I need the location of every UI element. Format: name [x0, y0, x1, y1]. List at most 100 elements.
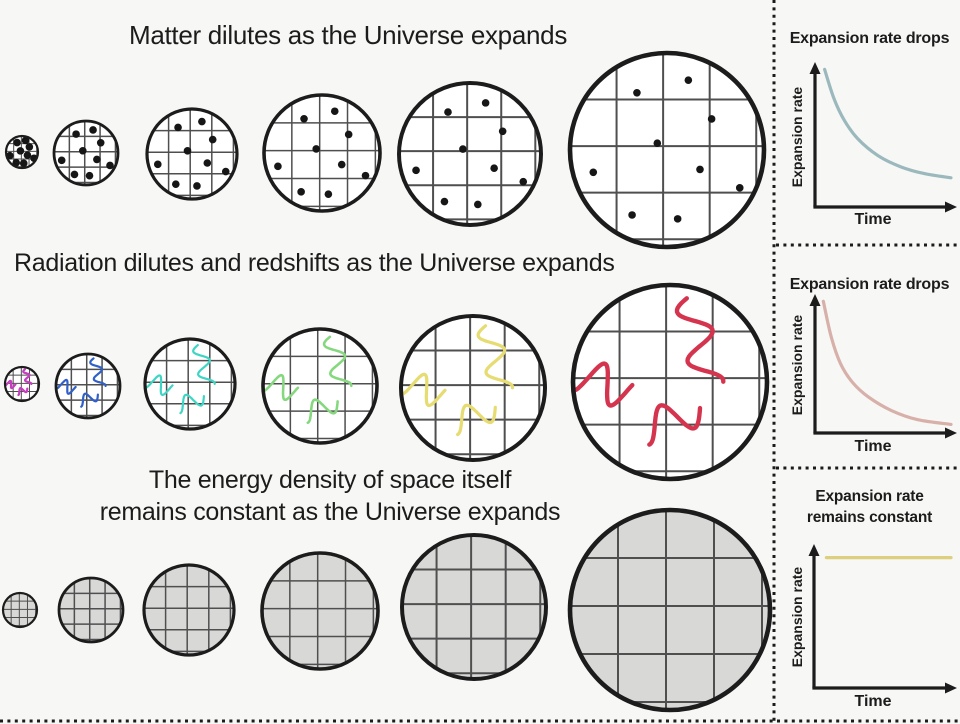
- universe-interior: [573, 285, 767, 479]
- row-title-dark-energy: The energy density of space itself remai…: [20, 464, 640, 528]
- matter-particle: [203, 159, 212, 167]
- matter-particle: [696, 165, 704, 174]
- radiation-universe-3: [143, 337, 237, 431]
- universe-border: [567, 50, 767, 250]
- panel1-title: Expansion rate drops: [789, 30, 950, 47]
- matter-particle: [312, 145, 321, 153]
- universe-interior: [570, 510, 770, 710]
- panel1-y-axis-label: Expansion rate: [789, 86, 805, 188]
- dark-energy-universe-6: [567, 507, 773, 713]
- matter-particle: [172, 180, 180, 188]
- matter-particle: [481, 99, 490, 107]
- matter-universe-3: [145, 107, 239, 201]
- matter-particle: [57, 156, 66, 165]
- matter-particle: [106, 161, 114, 170]
- matter-particle: [12, 158, 21, 167]
- matter-particle: [183, 147, 192, 155]
- row-title-dark-energy-line2: remains constant as the Universe expands: [99, 498, 561, 526]
- matter-particle: [79, 146, 87, 155]
- matter-universe-6: [567, 50, 767, 250]
- matter-particle: [89, 126, 97, 134]
- universe-border: [57, 576, 125, 644]
- matter-particle: [459, 145, 467, 153]
- radiation-wave: [476, 324, 515, 390]
- matter-particle: [193, 182, 201, 190]
- universe-border: [54, 352, 122, 420]
- y-axis-arrowhead: [808, 544, 820, 556]
- matter-particle: [337, 160, 346, 169]
- universe-border: [262, 93, 382, 213]
- universe-border: [145, 107, 239, 201]
- universe-border: [143, 337, 237, 431]
- matter-particle: [628, 211, 636, 219]
- universe-interior: [264, 95, 380, 211]
- matter-particle: [93, 155, 101, 164]
- universe-border: [400, 533, 548, 681]
- panel2-y-axis-label: Expansion rate: [789, 314, 805, 416]
- row-title-dark-energy-line1: The energy density of space itself: [148, 466, 512, 494]
- matter-particle: [174, 123, 182, 132]
- matter-expansion-graph: [809, 62, 957, 213]
- matter-particle: [673, 215, 682, 223]
- universe-interior: [263, 329, 377, 443]
- radiation-wave: [647, 403, 703, 447]
- matter-particle: [198, 117, 206, 126]
- universe-border: [142, 563, 236, 657]
- panel2-x-axis-label: Time: [854, 438, 892, 455]
- matter-universe-1: [4, 134, 40, 170]
- radiation-universe-5: [399, 314, 547, 462]
- universe-interior: [262, 553, 378, 669]
- universe-border: [397, 81, 543, 227]
- radiation-wave: [573, 361, 635, 408]
- panel2-title: Expansion rate drops: [789, 276, 950, 293]
- dark-energy-universe-5: [400, 533, 548, 681]
- matter-particle: [16, 147, 25, 155]
- comoving-grid: [145, 339, 235, 429]
- matter-particle: [653, 139, 662, 148]
- universe-border: [570, 282, 770, 482]
- universe-interior: [399, 83, 541, 225]
- x-axis-arrowhead: [945, 427, 957, 439]
- matter-particle: [221, 167, 230, 176]
- matter-universe-2: [52, 119, 120, 187]
- universe-interior: [145, 339, 235, 429]
- universe-interior: [570, 53, 764, 247]
- dark-energy-universe-2: [57, 576, 125, 644]
- matter-particle: [25, 143, 34, 151]
- matter-particle: [490, 164, 498, 172]
- radiation-wave: [322, 335, 353, 388]
- matter-particle: [589, 168, 598, 177]
- universe-border: [567, 507, 773, 713]
- dark-energy-expansion-graph: [808, 544, 957, 694]
- radiation-universe-4: [261, 327, 379, 445]
- matter-particle: [684, 76, 693, 84]
- x-axis-arrowhead: [945, 682, 957, 694]
- panel1-x-axis-label: Time: [854, 211, 892, 228]
- matter-particle: [21, 136, 30, 145]
- radiation-universe-2: [54, 352, 122, 420]
- radiation-wave: [89, 357, 107, 387]
- matter-particle: [300, 114, 308, 123]
- comoving-grid: [54, 121, 118, 185]
- radiation-wave: [179, 393, 205, 415]
- radiation-wave: [17, 387, 29, 397]
- matter-particle: [633, 88, 641, 97]
- radiation-universe-6: [570, 282, 770, 482]
- radiation-wave: [674, 296, 726, 384]
- radiation-wave: [263, 373, 300, 402]
- expansion-rate-curve: [823, 67, 953, 180]
- matter-particle: [297, 188, 305, 196]
- radiation-wave: [456, 403, 497, 437]
- x-axis-arrowhead: [945, 201, 957, 213]
- expansion-rate-curve: [821, 299, 953, 426]
- radiation-wave: [22, 368, 33, 386]
- universe-interior: [147, 109, 237, 199]
- universe-border: [52, 119, 120, 187]
- universe-border: [1, 591, 39, 629]
- radiation-wave: [401, 372, 447, 408]
- universe-border: [4, 134, 40, 170]
- universe-border: [260, 551, 380, 671]
- radiation-wave: [306, 398, 339, 425]
